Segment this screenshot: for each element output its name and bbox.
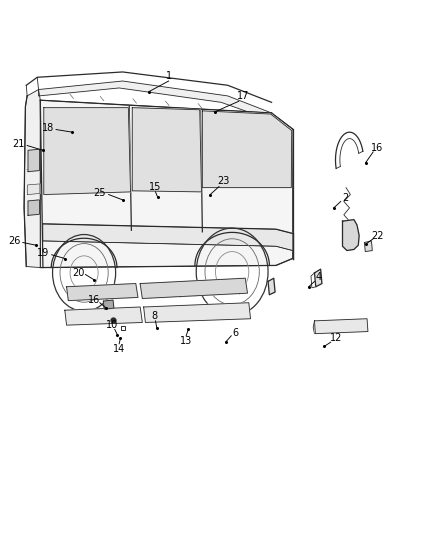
Polygon shape [364, 241, 372, 252]
Text: 1: 1 [166, 71, 172, 80]
Text: 23: 23 [217, 176, 230, 186]
Text: 18: 18 [42, 123, 54, 133]
Text: 16: 16 [371, 143, 384, 153]
Polygon shape [202, 111, 292, 188]
Polygon shape [65, 307, 142, 325]
Polygon shape [43, 224, 293, 251]
Text: 17: 17 [237, 91, 249, 101]
Polygon shape [24, 90, 40, 268]
Text: 20: 20 [72, 268, 84, 278]
Text: 2: 2 [342, 193, 348, 203]
Polygon shape [140, 278, 247, 298]
Polygon shape [28, 200, 39, 215]
Polygon shape [314, 269, 322, 287]
Polygon shape [268, 278, 275, 295]
Text: 4: 4 [316, 272, 322, 282]
Text: 21: 21 [12, 139, 25, 149]
Polygon shape [144, 303, 251, 322]
Text: 13: 13 [180, 336, 192, 346]
Polygon shape [103, 300, 114, 309]
Polygon shape [44, 108, 131, 195]
Polygon shape [343, 220, 359, 251]
Polygon shape [314, 319, 368, 334]
Text: 25: 25 [94, 188, 106, 198]
Polygon shape [28, 149, 39, 172]
Text: 12: 12 [330, 334, 343, 343]
Polygon shape [67, 284, 138, 301]
Text: 14: 14 [113, 344, 125, 354]
Text: 6: 6 [233, 328, 239, 338]
Polygon shape [40, 100, 293, 268]
Text: 26: 26 [8, 236, 20, 246]
Text: 15: 15 [149, 182, 162, 191]
Text: 10: 10 [106, 320, 118, 330]
Polygon shape [39, 81, 272, 120]
Text: 16: 16 [88, 295, 100, 304]
Polygon shape [132, 108, 201, 192]
Text: 19: 19 [37, 248, 49, 258]
Text: 8: 8 [151, 311, 157, 320]
Text: 22: 22 [371, 231, 384, 240]
Polygon shape [28, 184, 40, 195]
